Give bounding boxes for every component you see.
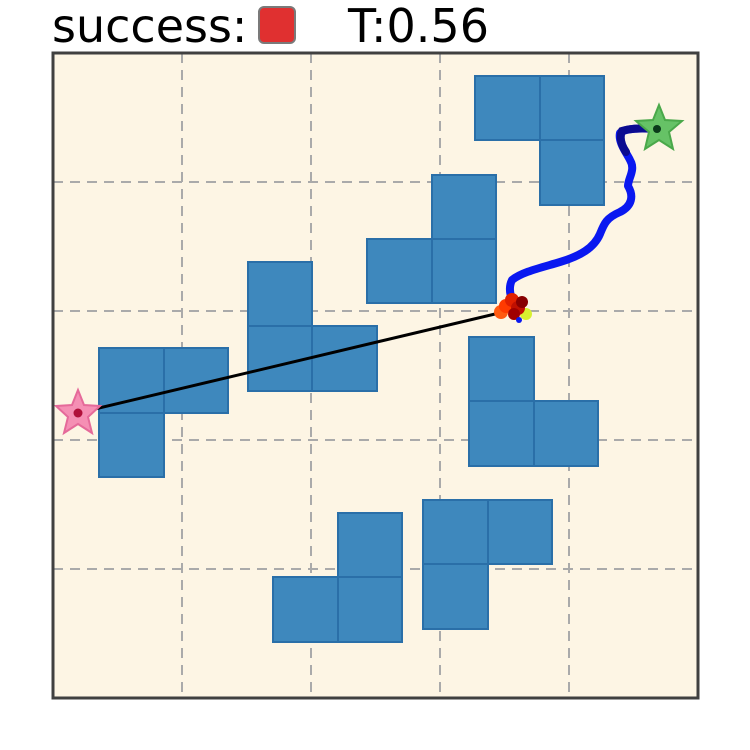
direct-line [77,308,513,415]
obstacle-block [422,563,489,630]
success-label: success: [52,0,248,53]
obstacle-block [337,576,403,643]
obstacle-block [247,261,313,327]
agent-marker [494,293,532,323]
obstacle-block [366,238,433,304]
obstacle-block [247,325,313,392]
obstacle-block [422,499,489,565]
obstacle-block [468,400,535,467]
plot-frame [51,51,700,700]
obstacle-block [474,75,541,141]
obstacle-block [533,400,599,467]
obstacle-block [487,499,553,565]
obstacle-block [539,75,605,141]
obstacle-block [539,139,605,206]
obstacle-block [98,412,165,478]
obstacle-block [431,174,497,240]
obstacle-block [431,238,497,304]
obstacle-block [311,325,378,392]
start-point [73,408,83,418]
obstacle-block [98,347,165,414]
obstacle-block [272,576,339,643]
obstacle-block [337,512,403,578]
time-label: T:0.56 [348,0,489,53]
obstacle-block [468,336,535,402]
success-indicator [258,6,296,44]
header: success: T:0.56 [52,0,742,52]
goal-point [653,125,661,133]
obstacles [98,75,605,643]
